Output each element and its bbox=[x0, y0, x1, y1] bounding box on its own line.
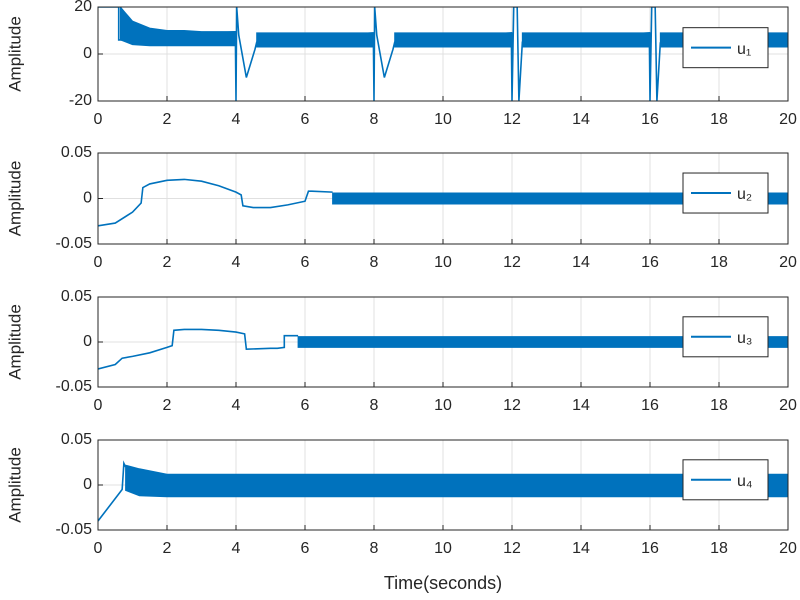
x-tick-label: 2 bbox=[163, 111, 172, 128]
x-tick-label: 0 bbox=[94, 111, 103, 128]
x-tick-label: 0 bbox=[94, 540, 103, 557]
legend-label: u₂ bbox=[737, 186, 752, 203]
x-tick-label: 20 bbox=[779, 397, 797, 414]
y-tick-label: 0 bbox=[83, 333, 92, 350]
y-tick-label: -20 bbox=[69, 92, 92, 109]
y-tick-label: 20 bbox=[74, 0, 92, 15]
x-tick-label: 10 bbox=[434, 254, 452, 271]
x-tick-label: 0 bbox=[94, 397, 103, 414]
y-tick-label: -0.05 bbox=[56, 378, 93, 395]
x-tick-label: 14 bbox=[572, 397, 590, 414]
y-tick-label: 0.05 bbox=[61, 431, 92, 448]
x-tick-label: 20 bbox=[779, 540, 797, 557]
y-axis-label: Amplitude bbox=[5, 161, 24, 237]
y-axis-label: Amplitude bbox=[5, 304, 24, 380]
x-tick-label: 18 bbox=[710, 254, 728, 271]
x-tick-label: 4 bbox=[232, 397, 241, 414]
x-tick-label: 4 bbox=[232, 540, 241, 557]
x-tick-label: 16 bbox=[641, 254, 659, 271]
axes-frame bbox=[97, 296, 789, 388]
x-tick-label: 6 bbox=[301, 540, 310, 557]
x-tick-label: 18 bbox=[710, 397, 728, 414]
x-tick-label: 12 bbox=[503, 397, 521, 414]
x-tick-label: 12 bbox=[503, 111, 521, 128]
x-tick-label: 12 bbox=[503, 540, 521, 557]
chatter-band bbox=[332, 192, 788, 205]
x-tick-label: 16 bbox=[641, 397, 659, 414]
axes-frame bbox=[97, 439, 789, 531]
x-tick-label: 0 bbox=[94, 254, 103, 271]
y-tick-label: 0.05 bbox=[61, 144, 92, 161]
x-tick-label: 8 bbox=[370, 254, 379, 271]
x-tick-label: 12 bbox=[503, 254, 521, 271]
y-tick-label: 0 bbox=[83, 476, 92, 493]
signal-line bbox=[98, 328, 299, 370]
x-tick-label: 4 bbox=[232, 111, 241, 128]
signal-line bbox=[98, 178, 333, 227]
x-tick-label: 14 bbox=[572, 111, 590, 128]
signal-line bbox=[98, 460, 127, 522]
x-tick-label: 18 bbox=[710, 540, 728, 557]
x-tick-label: 16 bbox=[641, 540, 659, 557]
axes-frame bbox=[97, 152, 789, 245]
legend-label: u₄ bbox=[737, 473, 752, 490]
chatter-band bbox=[297, 336, 788, 348]
plot bbox=[98, 328, 788, 370]
x-tick-label: 6 bbox=[301, 111, 310, 128]
y-tick-label: 0 bbox=[83, 45, 92, 62]
axes: 0 2 4 6 8 10 12 14 16 18 20-0.0500.05u₄AmplitudeTi… bbox=[5, 431, 797, 593]
y-tick-label: -0.05 bbox=[56, 521, 93, 538]
plot bbox=[98, 178, 788, 227]
y-axis-label: Amplitude bbox=[5, 16, 24, 92]
x-tick-label: 18 bbox=[710, 111, 728, 128]
x-tick-label: 8 bbox=[370, 397, 379, 414]
x-tick-label: 8 bbox=[370, 111, 379, 128]
x-tick-label: 14 bbox=[572, 540, 590, 557]
x-tick-label: 2 bbox=[163, 254, 172, 271]
y-axis-label: Amplitude bbox=[5, 447, 24, 523]
x-tick-label: 6 bbox=[301, 397, 310, 414]
legend-label: u₁ bbox=[737, 41, 751, 58]
legend-label: u₃ bbox=[737, 330, 752, 347]
x-tick-label: 10 bbox=[434, 397, 452, 414]
x-tick-label: 20 bbox=[779, 254, 797, 271]
x-tick-label: 8 bbox=[370, 540, 379, 557]
signal-line bbox=[98, 7, 662, 101]
chatter-band bbox=[125, 464, 788, 498]
y-tick-label: 0.05 bbox=[61, 288, 92, 305]
x-tick-label: 16 bbox=[641, 111, 659, 128]
x-tick-label: 20 bbox=[779, 111, 797, 128]
x-axis-label: Time(seconds) bbox=[384, 573, 502, 593]
y-tick-label: 0 bbox=[83, 190, 92, 207]
x-tick-label: 6 bbox=[301, 254, 310, 271]
x-tick-label: 2 bbox=[163, 540, 172, 557]
x-tick-label: 10 bbox=[434, 540, 452, 557]
x-tick-label: 4 bbox=[232, 254, 241, 271]
plot bbox=[98, 460, 788, 522]
x-tick-label: 2 bbox=[163, 397, 172, 414]
x-tick-label: 10 bbox=[434, 111, 452, 128]
x-tick-label: 14 bbox=[572, 254, 590, 271]
y-tick-label: -0.05 bbox=[56, 235, 93, 252]
axes-frame bbox=[97, 6, 789, 102]
